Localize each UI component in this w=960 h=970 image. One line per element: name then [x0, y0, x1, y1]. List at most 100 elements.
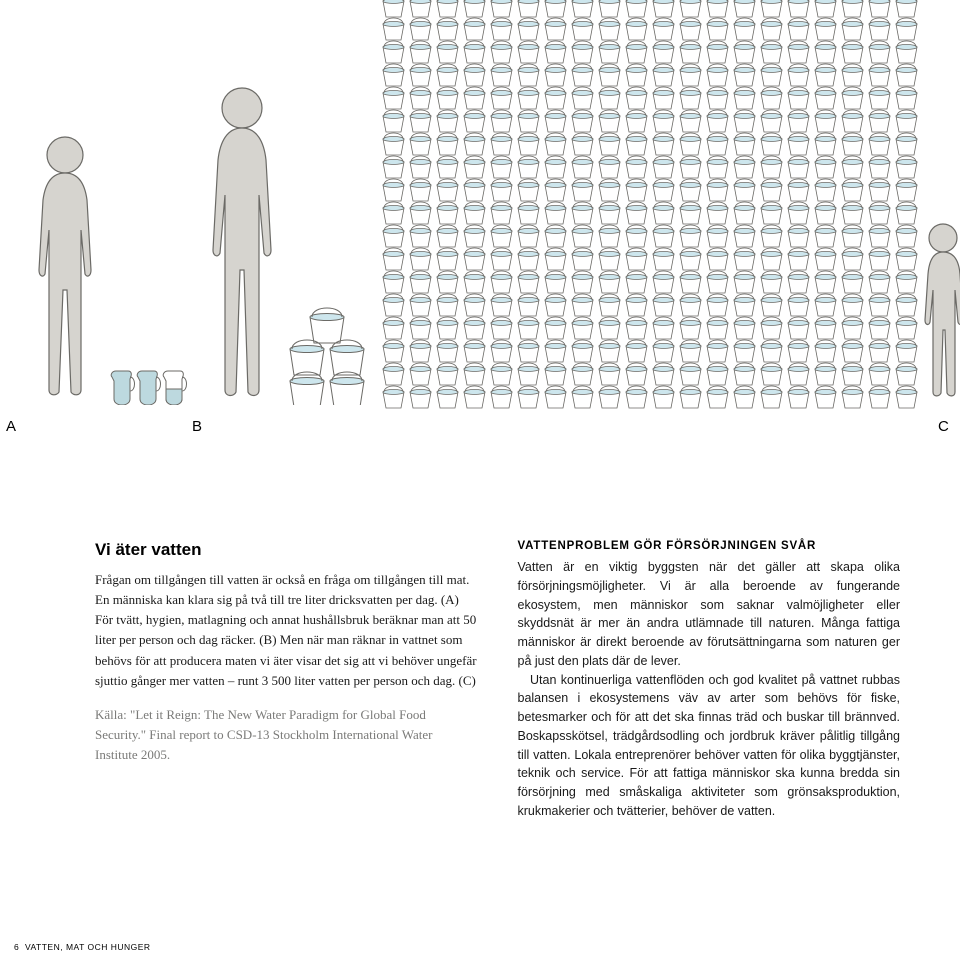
bucket-icon	[785, 224, 812, 249]
bucket-icon	[758, 316, 785, 341]
bucket-icon	[677, 86, 704, 111]
bucket-icon	[866, 362, 893, 387]
article-body: Frågan om tillgången till vatten är ocks…	[95, 570, 478, 691]
bucket-icon	[758, 224, 785, 249]
bucket-icon	[812, 63, 839, 88]
bucket-icon	[704, 385, 731, 410]
bucket-icon	[812, 155, 839, 180]
bucket-icon	[461, 316, 488, 341]
bucket-icon	[650, 247, 677, 272]
label-a: A	[6, 418, 16, 435]
bucket-icon	[650, 178, 677, 203]
bucket-icon	[434, 86, 461, 111]
person-adult-a	[25, 130, 105, 400]
bucket-icon	[812, 40, 839, 65]
bucket-row	[380, 362, 920, 387]
bucket-icon	[569, 178, 596, 203]
bucket-icon	[677, 132, 704, 157]
bucket-icon	[704, 155, 731, 180]
bucket-icon	[434, 178, 461, 203]
bucket-icon	[677, 63, 704, 88]
bucket-icon	[839, 155, 866, 180]
bucket-icon	[407, 63, 434, 88]
bucket-icon	[866, 109, 893, 134]
bucket-icon	[407, 109, 434, 134]
bucket-icon	[677, 293, 704, 318]
text-columns: Vi äter vatten Frågan om tillgången till…	[0, 480, 960, 821]
bucket-icon	[731, 362, 758, 387]
bucket-icon	[704, 201, 731, 226]
bucket-row	[380, 316, 920, 341]
bucket-row	[380, 178, 920, 203]
bucket-icon	[380, 201, 407, 226]
bucket-icon	[812, 316, 839, 341]
bucket-icon	[866, 63, 893, 88]
bucket-icon	[812, 339, 839, 364]
bucket-icon	[515, 339, 542, 364]
bucket-icon	[893, 132, 920, 157]
bucket-row	[380, 247, 920, 272]
bucket-icon	[407, 86, 434, 111]
bucket-icon	[866, 201, 893, 226]
bucket-icon	[839, 132, 866, 157]
bucket-icon	[488, 316, 515, 341]
bucket-icon	[515, 178, 542, 203]
source-text: Källa: "Let it Reign: The New Water Para…	[95, 705, 478, 765]
bucket-icon	[650, 362, 677, 387]
bucket-icon	[461, 109, 488, 134]
bucket-icon	[839, 270, 866, 295]
bucket-icon	[515, 17, 542, 42]
bucket-icon	[650, 385, 677, 410]
bucket-icon	[488, 385, 515, 410]
bucket-icon	[434, 385, 461, 410]
bucket-icon	[839, 339, 866, 364]
bucket-icon	[758, 86, 785, 111]
bucket-icon	[596, 293, 623, 318]
bucket-icon	[758, 40, 785, 65]
bucket-icon	[785, 178, 812, 203]
bucket-icon	[569, 385, 596, 410]
bucket-icon	[569, 270, 596, 295]
bucket-icon	[434, 109, 461, 134]
bucket-icon	[677, 362, 704, 387]
bucket-icon	[488, 362, 515, 387]
left-column: Vi äter vatten Frågan om tillgången till…	[95, 540, 478, 821]
bucket-icon	[515, 109, 542, 134]
bucket-icon	[812, 178, 839, 203]
bucket-icon	[623, 224, 650, 249]
bucket-icon	[542, 17, 569, 42]
bucket-icon	[380, 316, 407, 341]
bucket-icon	[461, 270, 488, 295]
bucket-icon	[488, 224, 515, 249]
bucket-icon	[785, 40, 812, 65]
bucket-icon	[839, 362, 866, 387]
bucket-icon	[407, 155, 434, 180]
bucket-icon	[596, 339, 623, 364]
bucket-icon	[488, 339, 515, 364]
infographic: A B C	[0, 0, 960, 480]
bucket-icon	[515, 270, 542, 295]
bucket-icon	[623, 155, 650, 180]
bucket-icon	[434, 63, 461, 88]
bucket-icon	[785, 362, 812, 387]
bucket-row	[380, 224, 920, 249]
panel-c	[380, 0, 930, 450]
bucket-icon	[650, 109, 677, 134]
bucket-icon	[677, 385, 704, 410]
bucket-icon	[569, 155, 596, 180]
bucket-icon	[839, 178, 866, 203]
bucket-icon	[812, 270, 839, 295]
right-p2: Utan kontinuerliga vattenflöden och god …	[518, 671, 901, 821]
bucket-icon	[731, 178, 758, 203]
bucket-icon	[542, 247, 569, 272]
bucket-icon	[569, 63, 596, 88]
bucket-icon	[893, 17, 920, 42]
bucket-row	[380, 339, 920, 364]
bucket-icon	[677, 270, 704, 295]
bucket-icon	[758, 362, 785, 387]
bucket-icon	[596, 270, 623, 295]
bucket-icon	[434, 339, 461, 364]
bucket-icon	[866, 17, 893, 42]
bucket-icon	[839, 17, 866, 42]
bucket-icon	[380, 63, 407, 88]
